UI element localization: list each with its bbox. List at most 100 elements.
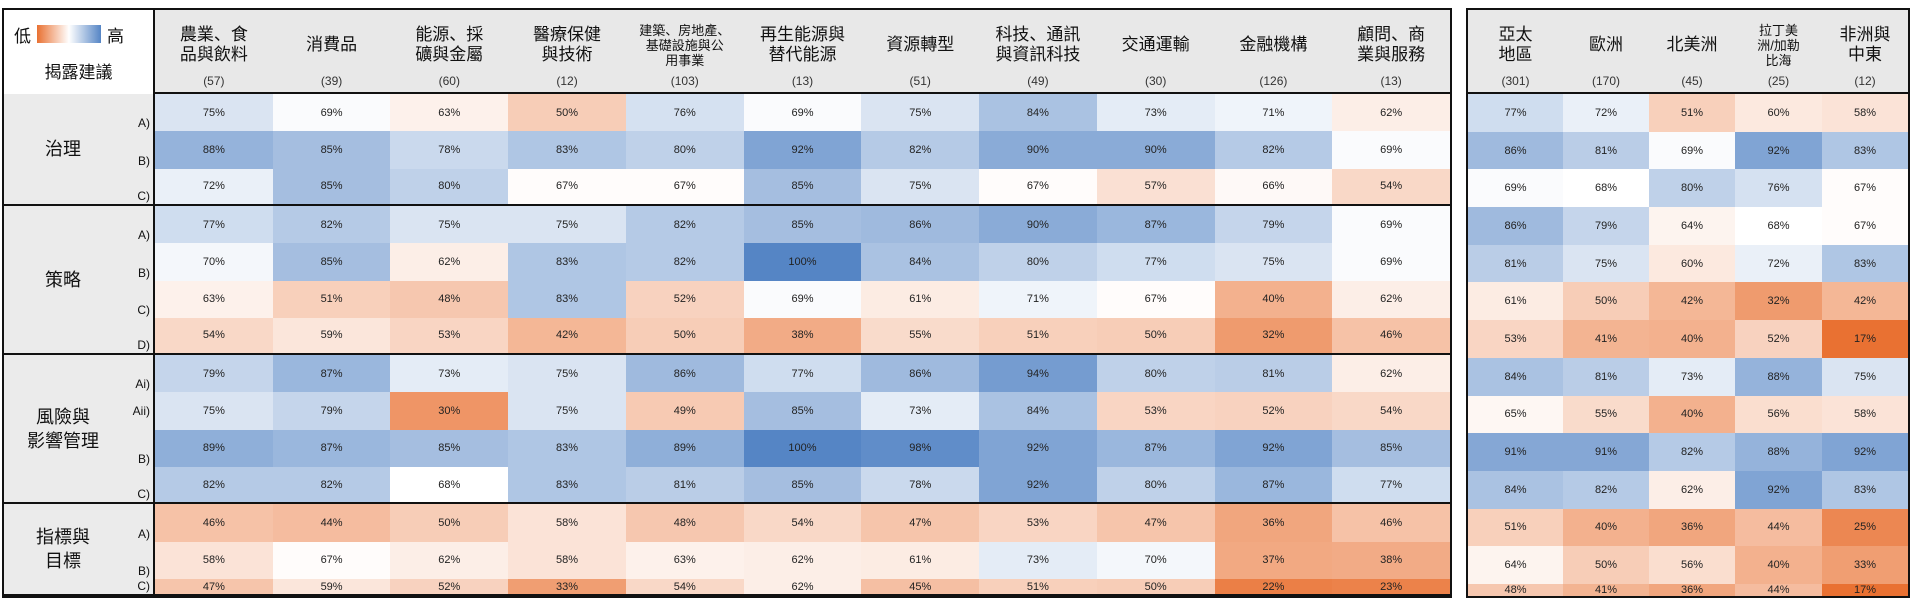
heatmap-cell: 40% — [1214, 280, 1333, 318]
heatmap-cell: 71% — [1214, 94, 1333, 132]
heatmap-cell: 92% — [1735, 470, 1822, 509]
recommendation-code: C) — [122, 280, 155, 318]
heatmap-cell: 63% — [390, 94, 509, 132]
heatmap-cell: 42% — [508, 317, 626, 356]
heatmap-cell: 52% — [390, 579, 509, 596]
heatmap-cell: 40% — [1649, 320, 1735, 358]
heatmap-cell: 87% — [1096, 429, 1215, 468]
heatmap-cell: 82% — [625, 205, 744, 244]
heatmap-cell: 73% — [979, 541, 1097, 579]
heatmap-cell: 69% — [743, 94, 862, 132]
heatmap-cell: 90% — [979, 131, 1097, 169]
column-name: 建築、房地產、 基礎設施與公 用事業 — [639, 22, 731, 68]
heatmap-cell: 62% — [743, 579, 862, 596]
heatmap-cell: 72% — [155, 168, 273, 206]
heatmap-cell: 85% — [272, 243, 391, 281]
heatmap-cell: 75% — [390, 205, 509, 244]
heatmap-cell: 75% — [1563, 244, 1649, 283]
heatmap-cell: 62% — [743, 541, 862, 579]
heatmap-cell: 59% — [272, 579, 391, 596]
region-heatmap-table: 亞太 地區 (301) 歐洲 (170) 北美洲 (45) 拉丁美 洲/加勒 比海 (25) 非… — [1466, 8, 1910, 598]
heatmap-cell: 84% — [1468, 470, 1563, 509]
recommendation-code: C) — [122, 467, 155, 505]
sector-column-header: 金融機構 (126) — [1214, 10, 1333, 94]
heatmap-cell: 69% — [1332, 131, 1450, 169]
heatmap-cell: 83% — [1822, 470, 1908, 509]
heatmap-cell: 22% — [1214, 579, 1333, 596]
heatmap-cell: 79% — [155, 355, 273, 393]
sample-count: (126) — [1259, 74, 1288, 88]
heatmap-cell: 80% — [1096, 467, 1215, 505]
heatmap-cell: 75% — [155, 94, 273, 132]
heatmap-cell: 82% — [861, 131, 980, 169]
heatmap-cell: 37% — [1214, 541, 1333, 579]
heatmap-cell: 61% — [1468, 282, 1563, 321]
heatmap-cell: 67% — [979, 168, 1097, 206]
heatmap-cell: 79% — [1563, 207, 1649, 245]
heatmap-cell: 62% — [1649, 470, 1735, 509]
heatmap-cell: 79% — [1214, 205, 1333, 244]
heatmap-cell: 62% — [390, 541, 509, 579]
heatmap-cell: 83% — [508, 280, 626, 318]
heatmap-cell: 64% — [1649, 207, 1735, 245]
heatmap-cell: 82% — [1649, 433, 1735, 471]
heatmap-cell: 58% — [508, 504, 626, 542]
heatmap-cell: 72% — [1563, 94, 1649, 132]
heatmap-cell: 80% — [1096, 355, 1215, 393]
heatmap-cell: 54% — [743, 504, 862, 542]
heatmap-cell: 73% — [861, 392, 980, 430]
heatmap-cell: 55% — [861, 317, 980, 356]
heatmap-cell: 61% — [861, 280, 980, 318]
heatmap-cell: 61% — [861, 541, 980, 579]
heatmap-cell: 17% — [1822, 320, 1908, 358]
heatmap-cell: 68% — [1735, 207, 1822, 245]
sector-column-header: 農業、食 品與飲料 (57) — [155, 10, 273, 94]
heatmap-cell: 44% — [1735, 583, 1822, 596]
category-label: 指標與 目標 — [4, 504, 122, 596]
heatmap-cell: 92% — [979, 467, 1097, 505]
heatmap-cell: 56% — [1649, 546, 1735, 584]
sample-count: (51) — [909, 74, 931, 88]
column-name: 科技、通訊 與資訊科技 — [995, 25, 1081, 64]
heatmap-cell: 36% — [1649, 583, 1735, 596]
heatmap-cell: 83% — [508, 429, 626, 468]
region-column-header: 拉丁美 洲/加勒 比海 (25) — [1735, 10, 1822, 94]
column-name: 亞太 地區 — [1498, 25, 1533, 64]
heatmap-cell: 30% — [390, 392, 509, 430]
heatmap-cell: 32% — [1735, 282, 1822, 321]
heatmap-cell: 86% — [861, 205, 980, 244]
category-label: 策略 — [4, 205, 122, 356]
heatmap-cell: 86% — [861, 355, 980, 393]
heatmap-cell: 69% — [272, 94, 391, 132]
heatmap-cell: 68% — [390, 467, 509, 505]
heatmap-cell: 87% — [1214, 467, 1333, 505]
heatmap-cell: 92% — [1822, 433, 1908, 471]
heatmap-cell: 84% — [861, 243, 980, 281]
sector-column-header: 消費品 (39) — [272, 10, 391, 94]
heatmap-cell: 100% — [743, 429, 862, 468]
heatmap-cell: 89% — [625, 429, 744, 468]
heatmap-cell: 67% — [272, 541, 391, 579]
sample-count: (12) — [1854, 74, 1876, 88]
heatmap-cell: 84% — [979, 94, 1097, 132]
heatmap-cell: 88% — [1735, 433, 1822, 471]
sample-count: (170) — [1591, 74, 1620, 88]
heatmap-cell: 75% — [508, 205, 626, 244]
recommendation-code: Ai) — [122, 355, 155, 393]
heatmap-cell: 38% — [1332, 541, 1450, 579]
heatmap-cell: 44% — [272, 504, 391, 542]
sector-heatmap-table: 低 高 揭露建議 農業、食 品與飲料 (57) 消費品 (39) 能源、採 礦與金屬 (6… — [2, 8, 1452, 598]
heatmap-cell: 90% — [979, 205, 1097, 244]
heatmap-cell: 94% — [979, 355, 1097, 393]
heatmap-cell: 77% — [1468, 94, 1563, 132]
heatmap-cell: 56% — [1735, 395, 1822, 434]
heatmap-cell: 52% — [1214, 392, 1333, 430]
heatmap-cell: 53% — [1096, 392, 1215, 430]
heatmap-cell: 51% — [1649, 94, 1735, 132]
heatmap-cell: 46% — [155, 504, 273, 542]
sector-column-header: 資源轉型 (51) — [861, 10, 980, 94]
region-column-header: 亞太 地區 (301) — [1468, 10, 1563, 94]
heatmap-cell: 58% — [508, 541, 626, 579]
heatmap-cell: 88% — [155, 131, 273, 169]
column-name: 北美洲 — [1666, 35, 1718, 54]
